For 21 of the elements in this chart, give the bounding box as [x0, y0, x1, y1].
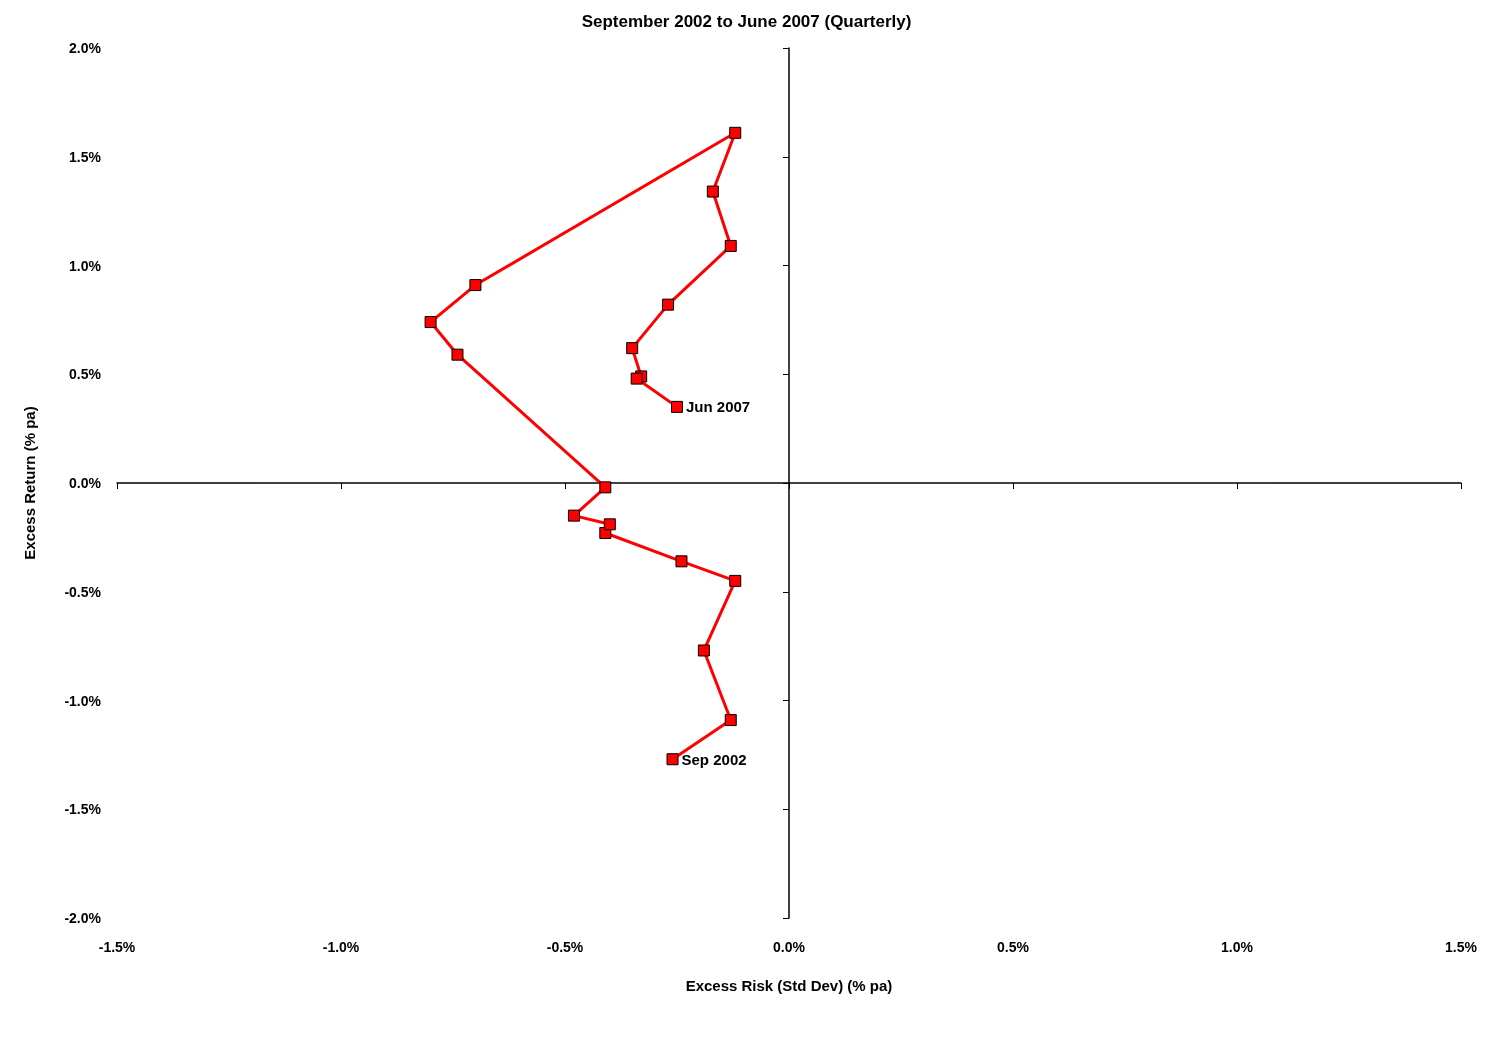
x-tick-label: -1.0%: [322, 939, 360, 955]
y-tick-label: -1.0%: [64, 692, 102, 709]
y-axis-title: Excess Return (% pa): [21, 406, 38, 560]
y-tick-label: 1.0%: [69, 257, 102, 274]
x-axis-title: Excess Risk (Std Dev) (% pa): [685, 977, 893, 994]
y-tick-label: 0.0%: [69, 475, 102, 491]
x-tick-label: 0.5%: [997, 939, 1030, 955]
x-tick-label: 1.0%: [1221, 939, 1254, 955]
y-tick-label: 1.5%: [69, 148, 102, 165]
y-tick-label: 0.5%: [69, 366, 102, 383]
chart-title: September 2002 to June 2007 (Quarterly): [581, 12, 912, 31]
y-tick-label: -2.0%: [64, 910, 102, 926]
x-tick-label: 0.0%: [773, 939, 806, 955]
y-tick-label: -0.5%: [64, 583, 102, 600]
x-tick-label: -1.5%: [98, 939, 136, 955]
annotation: Sep 2002: [681, 750, 747, 768]
y-tick-label: 2.0%: [69, 40, 102, 56]
x-tick-label: -0.5%: [546, 939, 584, 955]
annotation: Jun 2007: [686, 398, 751, 416]
y-tick-label: -1.5%: [64, 801, 102, 818]
x-tick-label: 1.5%: [1445, 939, 1478, 955]
